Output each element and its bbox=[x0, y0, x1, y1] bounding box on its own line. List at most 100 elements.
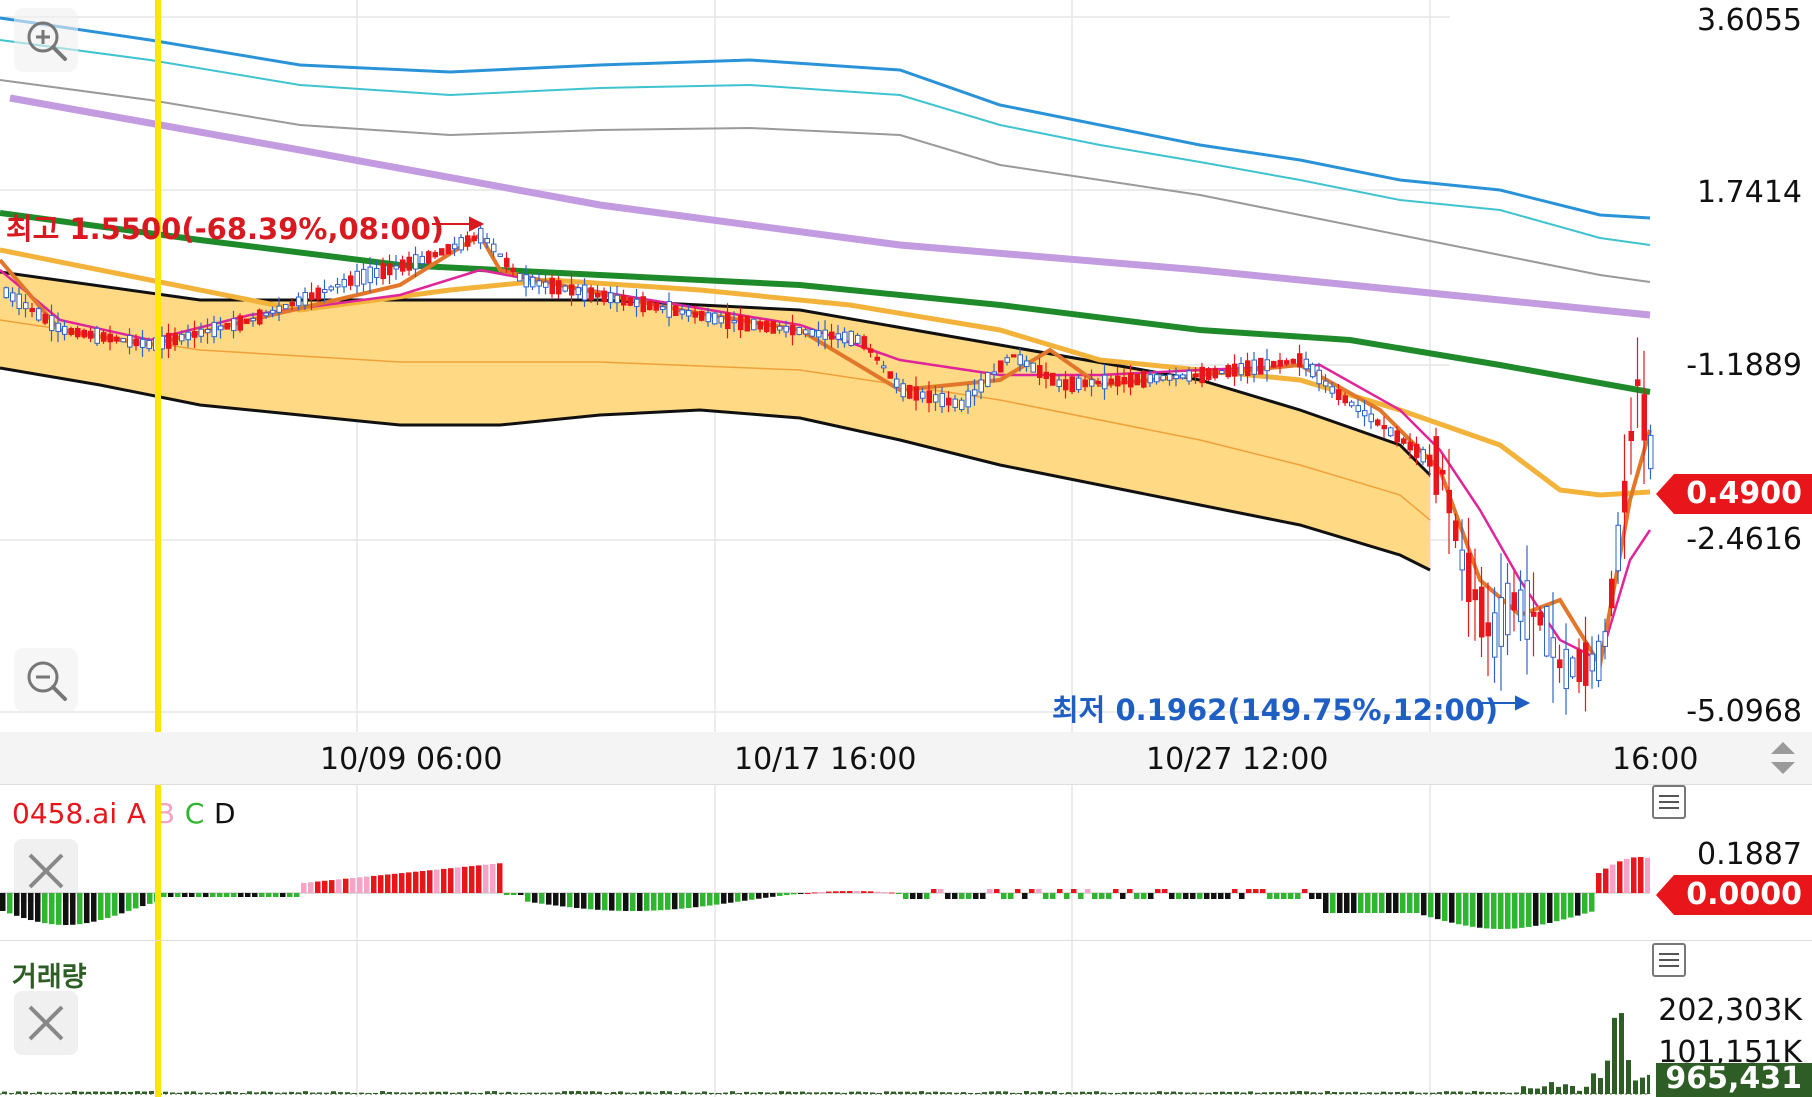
indicator-pane[interactable]: 0458.ai A B C D 0.1887 0.0000 bbox=[0, 784, 1812, 941]
histogram-bar bbox=[1043, 893, 1049, 899]
histogram-bar bbox=[1505, 893, 1511, 929]
candle-body bbox=[1108, 378, 1114, 385]
histogram-bar bbox=[1442, 893, 1448, 921]
zoom-out-button[interactable] bbox=[14, 648, 78, 712]
histogram-bar bbox=[49, 893, 55, 925]
histogram-bar bbox=[651, 893, 657, 911]
volume-bar bbox=[443, 1091, 448, 1094]
histogram-bar bbox=[1127, 889, 1133, 893]
candle-body bbox=[757, 321, 763, 330]
histogram-bar bbox=[1498, 893, 1504, 929]
envelope-band bbox=[0, 272, 1430, 570]
volume-bar bbox=[1528, 1088, 1533, 1094]
histogram-bar bbox=[798, 893, 804, 894]
candle-body bbox=[29, 307, 35, 313]
volume-pane[interactable]: 거래량 202,303K 101,151K 965,431 bbox=[0, 940, 1812, 1097]
histogram-bar bbox=[14, 893, 20, 916]
histogram-bar bbox=[1582, 893, 1588, 914]
volume-bar bbox=[1388, 1092, 1393, 1094]
histogram-bar bbox=[847, 891, 853, 893]
volume-bar bbox=[1094, 1091, 1099, 1094]
histogram-bar bbox=[1029, 889, 1035, 893]
price-chart[interactable] bbox=[0, 0, 1812, 732]
candle-body bbox=[1342, 395, 1348, 404]
indicator-close-button[interactable] bbox=[14, 839, 78, 903]
histogram-bar bbox=[721, 893, 727, 904]
histogram-bar bbox=[1638, 857, 1644, 893]
histogram-bar bbox=[406, 872, 412, 893]
histogram-bar bbox=[1561, 893, 1567, 920]
volume-bar bbox=[891, 1091, 896, 1094]
volume-bar bbox=[1073, 1092, 1078, 1094]
candle-body bbox=[621, 295, 627, 306]
volume-bar bbox=[1192, 1092, 1197, 1094]
candle-body bbox=[380, 263, 386, 280]
histogram-bar bbox=[1085, 889, 1091, 893]
candle-body bbox=[432, 251, 438, 258]
histogram-bar bbox=[63, 893, 69, 925]
candle-body bbox=[1459, 549, 1465, 571]
candle-body bbox=[185, 331, 191, 341]
volume-bar bbox=[142, 1091, 147, 1094]
volume-bar bbox=[1612, 1017, 1617, 1094]
candle-body bbox=[1258, 357, 1264, 375]
volume-bar bbox=[982, 1092, 987, 1094]
volume-bar bbox=[555, 1092, 560, 1094]
volume-bar bbox=[478, 1092, 483, 1094]
candle-body bbox=[1264, 359, 1270, 372]
candle-body bbox=[322, 288, 328, 294]
histogram-bar bbox=[1351, 893, 1357, 913]
histogram-bar bbox=[1358, 893, 1364, 913]
histogram-bar bbox=[315, 881, 321, 893]
candle-body bbox=[1427, 454, 1433, 467]
candle-body bbox=[263, 312, 269, 317]
indicator-menu-button[interactable] bbox=[1652, 785, 1686, 819]
volume-bar bbox=[317, 1092, 322, 1094]
histogram-bar bbox=[1176, 893, 1182, 899]
candle-body bbox=[1121, 377, 1127, 385]
candle-body bbox=[595, 292, 601, 298]
candle-body bbox=[809, 329, 815, 337]
candle-body bbox=[1043, 371, 1049, 380]
histogram-bar bbox=[231, 893, 237, 897]
histogram-bar bbox=[1323, 893, 1329, 913]
volume-bar bbox=[1500, 1092, 1505, 1094]
volume-close-button[interactable] bbox=[14, 991, 78, 1055]
histogram-bar bbox=[1022, 893, 1028, 899]
volume-bar bbox=[1038, 1091, 1043, 1094]
indicator-value-badge: 0.0000 bbox=[1656, 875, 1812, 915]
volume-bar bbox=[933, 1091, 938, 1094]
histogram-bar bbox=[840, 891, 846, 893]
histogram-bar bbox=[693, 893, 699, 908]
volume-bar bbox=[968, 1092, 973, 1094]
volume-bar bbox=[1360, 1092, 1365, 1094]
candle-body bbox=[939, 392, 945, 408]
candle-body bbox=[361, 268, 367, 285]
histogram-bar bbox=[1197, 893, 1203, 899]
volume-menu-button[interactable] bbox=[1652, 943, 1686, 977]
zoom-in-button[interactable] bbox=[14, 8, 78, 72]
candle-body bbox=[1622, 480, 1628, 513]
volume-bar bbox=[1248, 1091, 1253, 1094]
histogram-bar bbox=[490, 864, 496, 893]
candle-body bbox=[1479, 586, 1485, 638]
histogram-bar bbox=[21, 893, 27, 919]
scroll-arrows-button[interactable] bbox=[1766, 738, 1800, 778]
histogram-bar bbox=[1568, 893, 1574, 918]
histogram-bar bbox=[147, 893, 153, 904]
time-axis[interactable]: 10/09 06:00 10/17 16:00 10/27 12:00 16:0… bbox=[0, 732, 1812, 784]
volume-bar bbox=[1619, 1013, 1624, 1094]
volume-bar bbox=[639, 1091, 644, 1094]
volume-bar bbox=[863, 1092, 868, 1094]
volume-bar bbox=[1409, 1091, 1414, 1094]
volume-bar bbox=[1178, 1092, 1183, 1094]
volume-bar bbox=[520, 1092, 525, 1094]
candle-body bbox=[413, 254, 419, 270]
candle-body bbox=[192, 331, 198, 338]
candle-body bbox=[907, 385, 913, 399]
histogram-bar bbox=[476, 865, 482, 893]
volume-bar bbox=[387, 1091, 392, 1094]
volume-bar bbox=[1479, 1091, 1484, 1094]
candle-body bbox=[900, 383, 906, 398]
volume-bar bbox=[44, 1092, 49, 1094]
